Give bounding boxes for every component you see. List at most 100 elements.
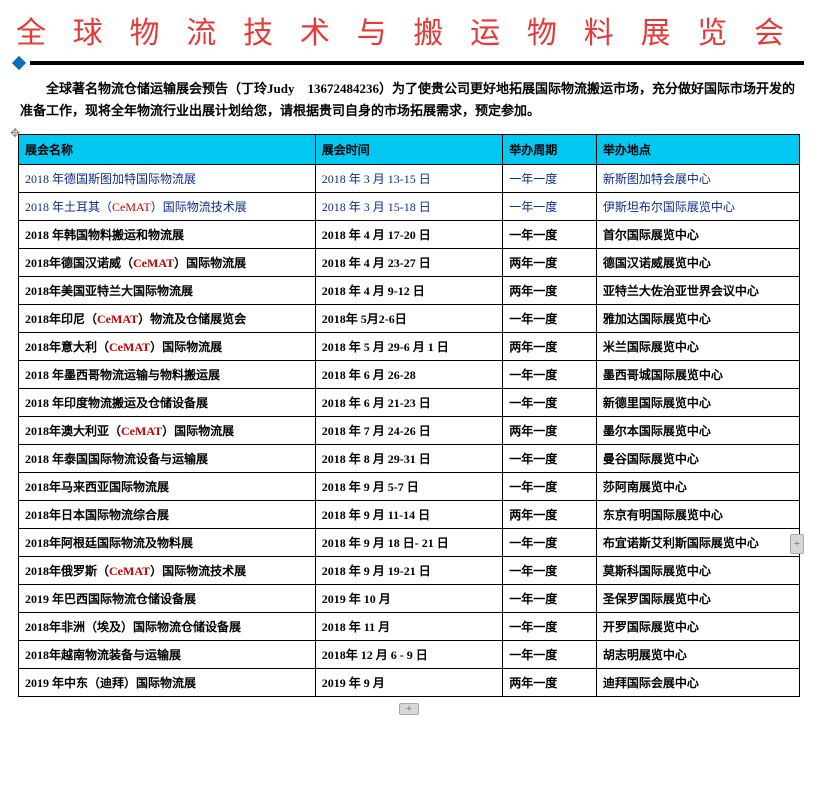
table-row: 2019 年中东（迪拜）国际物流展2019 年 9 月两年一度迪拜国际会展中心 [19,669,800,697]
cell-time: 2018 年 4 月 9-12 日 [315,277,502,305]
rule-diamond-icon [12,56,26,70]
table-row: 2019 年巴西国际物流仓储设备展2019 年 10 月一年一度圣保罗国际展览中… [19,585,800,613]
cell-freq: 一年一度 [503,473,597,501]
cell-name: 2018年阿根廷国际物流及物料展 [19,529,316,557]
cell-freq: 两年一度 [503,669,597,697]
cell-freq: 一年一度 [503,529,597,557]
table-row: 2018 年土耳其（CeMAT）国际物流技术展 2018 年 3 月 15-18 … [19,193,800,221]
name-post: ）国际物流技术展 [151,200,247,214]
cell-loc: 圣保罗国际展览中心 [596,585,799,613]
name-post: ）物流及仓储展览会 [138,312,246,326]
table-row: 2018 年韩国物料搬运和物流展2018 年 4 月 17-20 日一年一度首尔… [19,221,800,249]
cemat-label: CeMAT [97,312,138,326]
cell-freq: 两年一度 [503,501,597,529]
cell-loc: 开罗国际展览中心 [596,613,799,641]
cell-loc: 首尔国际展览中心 [596,221,799,249]
col-header-time: 展会时间 [315,135,502,165]
cell-loc: 曼谷国际展览中心 [596,445,799,473]
table-row: 2018年澳大利亚（CeMAT）国际物流展2018 年 7 月 24-26 日两… [19,417,800,445]
table-add-column-icon[interactable]: + [790,534,804,554]
cell-freq: 一年一度 [503,389,597,417]
intro-paragraph: 全球著名物流仓储运输展会预告（丁玲Judy 13672484236）为了使贵公司… [20,78,798,122]
cell-time: 2018 年 6 月 21-23 日 [315,389,502,417]
rule-line [30,61,804,65]
col-header-name: 展会名称 [19,135,316,165]
cell-time: 2018年 5月2-6日 [315,305,502,333]
cemat-label: CeMAT [121,424,162,438]
cell-loc: 米兰国际展览中心 [596,333,799,361]
cell-loc: 亚特兰大佐治亚世界会议中心 [596,277,799,305]
cell-freq: 一年一度 [503,361,597,389]
table-row: 2018年马来西亚国际物流展2018 年 9 月 5-7 日一年一度莎阿南展览中… [19,473,800,501]
table-add-row-icon[interactable]: + [399,703,419,715]
cell-name: 2018年日本国际物流综合展 [19,501,316,529]
table-row: 2018 年泰国国际物流设备与运输展2018 年 8 月 29-31 日一年一度… [19,445,800,473]
table-row: 2018 年德国斯图加特国际物流展2018 年 3 月 13-15 日一年一度新… [19,165,800,193]
name-pre: 2018年意大利（ [25,340,109,354]
cell-time: 2019 年 9 月 [315,669,502,697]
cell-loc: 迪拜国际会展中心 [596,669,799,697]
table-container: ✥ 展会名称 展会时间 举办周期 举办地点 2018 年德国斯图加特国际物流展2… [18,134,800,697]
name-post: ）国际物流技术展 [150,564,246,578]
table-move-icon[interactable]: ✥ [10,126,22,138]
cell-time: 2018 年 9 月 5-7 日 [315,473,502,501]
cell-loc: 新斯图加特会展中心 [596,165,799,193]
cell-freq: 一年一度 [503,613,597,641]
cemat-label: CeMAT [133,256,174,270]
cemat-label: CeMAT [112,200,151,214]
cell-time: 2018 年 5 月 29-6 月 1 日 [315,333,502,361]
name-post: ）国际物流展 [162,424,234,438]
document-page: 全球物流技术与搬运物料展览会 全球著名物流仓储运输展会预告（丁玲Judy 136… [0,0,818,717]
cell-time: 2018 年 4 月 23-27 日 [315,249,502,277]
cell-loc: 新德里国际展览中心 [596,389,799,417]
cell-name: 2018 年泰国国际物流设备与运输展 [19,445,316,473]
name-post: ）国际物流展 [150,340,222,354]
cell-freq: 一年一度 [503,193,597,221]
cell-name: 2018年马来西亚国际物流展 [19,473,316,501]
cell-time: 2018 年 3 月 15-18 日 [315,193,502,221]
cell-time: 2018 年 8 月 29-31 日 [315,445,502,473]
cell-name: 2018 年韩国物料搬运和物流展 [19,221,316,249]
cell-freq: 一年一度 [503,585,597,613]
name-pre: 2018年澳大利亚（ [25,424,121,438]
cell-name: 2018年越南物流装备与运输展 [19,641,316,669]
page-title: 全球物流技术与搬运物料展览会 [14,8,804,58]
cell-name: 2018年美国亚特兰大国际物流展 [19,277,316,305]
cell-name: 2018 年印度物流搬运及仓储设备展 [19,389,316,417]
cell-freq: 两年一度 [503,417,597,445]
name-pre: 2018年印尼（ [25,312,97,326]
cell-time: 2019 年 10 月 [315,585,502,613]
cell-name: 2018年意大利（CeMAT）国际物流展 [19,333,316,361]
table-row: 2018年非洲（埃及）国际物流仓储设备展2018 年 11 月一年一度开罗国际展… [19,613,800,641]
cell-loc: 莎阿南展览中心 [596,473,799,501]
cell-name: 2019 年中东（迪拜）国际物流展 [19,669,316,697]
table-row: 2018年美国亚特兰大国际物流展2018 年 4 月 9-12 日两年一度亚特兰… [19,277,800,305]
cell-freq: 一年一度 [503,641,597,669]
name-pre: 2018年德国汉诺威（ [25,256,133,270]
cell-time: 2018 年 4 月 17-20 日 [315,221,502,249]
cell-name: 2018 年德国斯图加特国际物流展 [19,165,316,193]
cell-time: 2018 年 9 月 18 日- 21 日 [315,529,502,557]
cell-loc: 德国汉诺威展览中心 [596,249,799,277]
table-row: 2018年日本国际物流综合展2018 年 9 月 11-14 日两年一度东京有明… [19,501,800,529]
cell-name: 2018年非洲（埃及）国际物流仓储设备展 [19,613,316,641]
cell-loc: 雅加达国际展览中心 [596,305,799,333]
table-row: 2018年印尼（CeMAT）物流及仓储展览会 2018年 5月2-6日一年一度雅加… [19,305,800,333]
name-pre: 2018 年土耳其（ [25,200,112,214]
name-pre: 2018年俄罗斯（ [25,564,109,578]
cell-freq: 两年一度 [503,277,597,305]
cell-loc: 伊斯坦布尔国际展览中心 [596,193,799,221]
cell-freq: 一年一度 [503,305,597,333]
exhibition-table: 展会名称 展会时间 举办周期 举办地点 2018 年德国斯图加特国际物流展201… [18,134,800,697]
cemat-label: CeMAT [109,564,150,578]
title-rule [14,58,804,68]
cell-freq: 一年一度 [503,165,597,193]
cell-name: 2018年澳大利亚（CeMAT）国际物流展 [19,417,316,445]
col-header-freq: 举办周期 [503,135,597,165]
name-post: ）国际物流展 [174,256,246,270]
table-row: 2018年意大利（CeMAT）国际物流展2018 年 5 月 29-6 月 1 … [19,333,800,361]
cell-time: 2018 年 9 月 11-14 日 [315,501,502,529]
cell-freq: 两年一度 [503,333,597,361]
cell-loc: 墨西哥城国际展览中心 [596,361,799,389]
cell-time: 2018 年 3 月 13-15 日 [315,165,502,193]
